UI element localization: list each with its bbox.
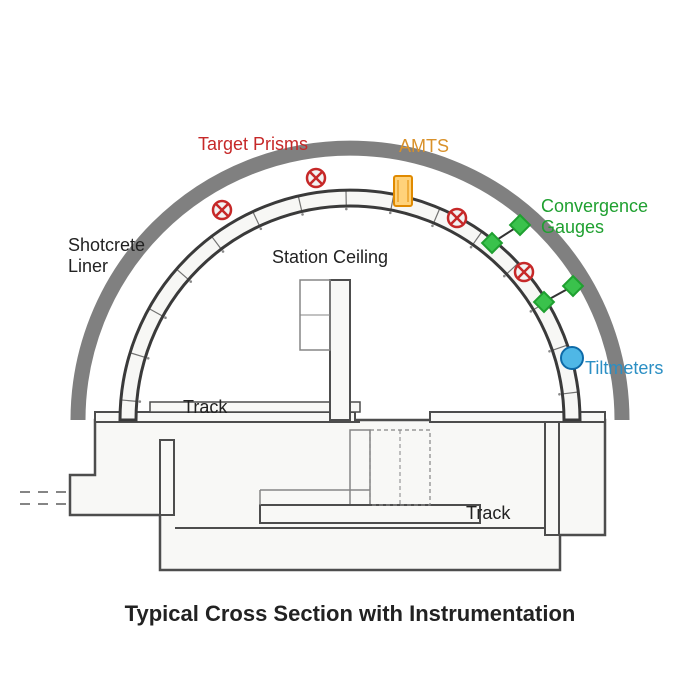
label-tiltmeters: Tiltmeters — [585, 358, 663, 379]
diagram-canvas: Target Prisms AMTS Convergence Gauges Sh… — [0, 0, 700, 700]
label-shotcrete: Shotcrete Liner — [68, 235, 145, 276]
figure-caption: Typical Cross Section with Instrumentati… — [0, 601, 700, 627]
label-convergence: Convergence Gauges — [541, 196, 648, 237]
label-track-right: Track — [466, 503, 510, 524]
label-track-left: Track — [183, 397, 227, 418]
cross-section-svg — [0, 0, 700, 700]
label-amts: AMTS — [399, 136, 449, 157]
label-station: Station Ceiling — [272, 247, 388, 268]
label-target-prisms: Target Prisms — [198, 134, 308, 155]
